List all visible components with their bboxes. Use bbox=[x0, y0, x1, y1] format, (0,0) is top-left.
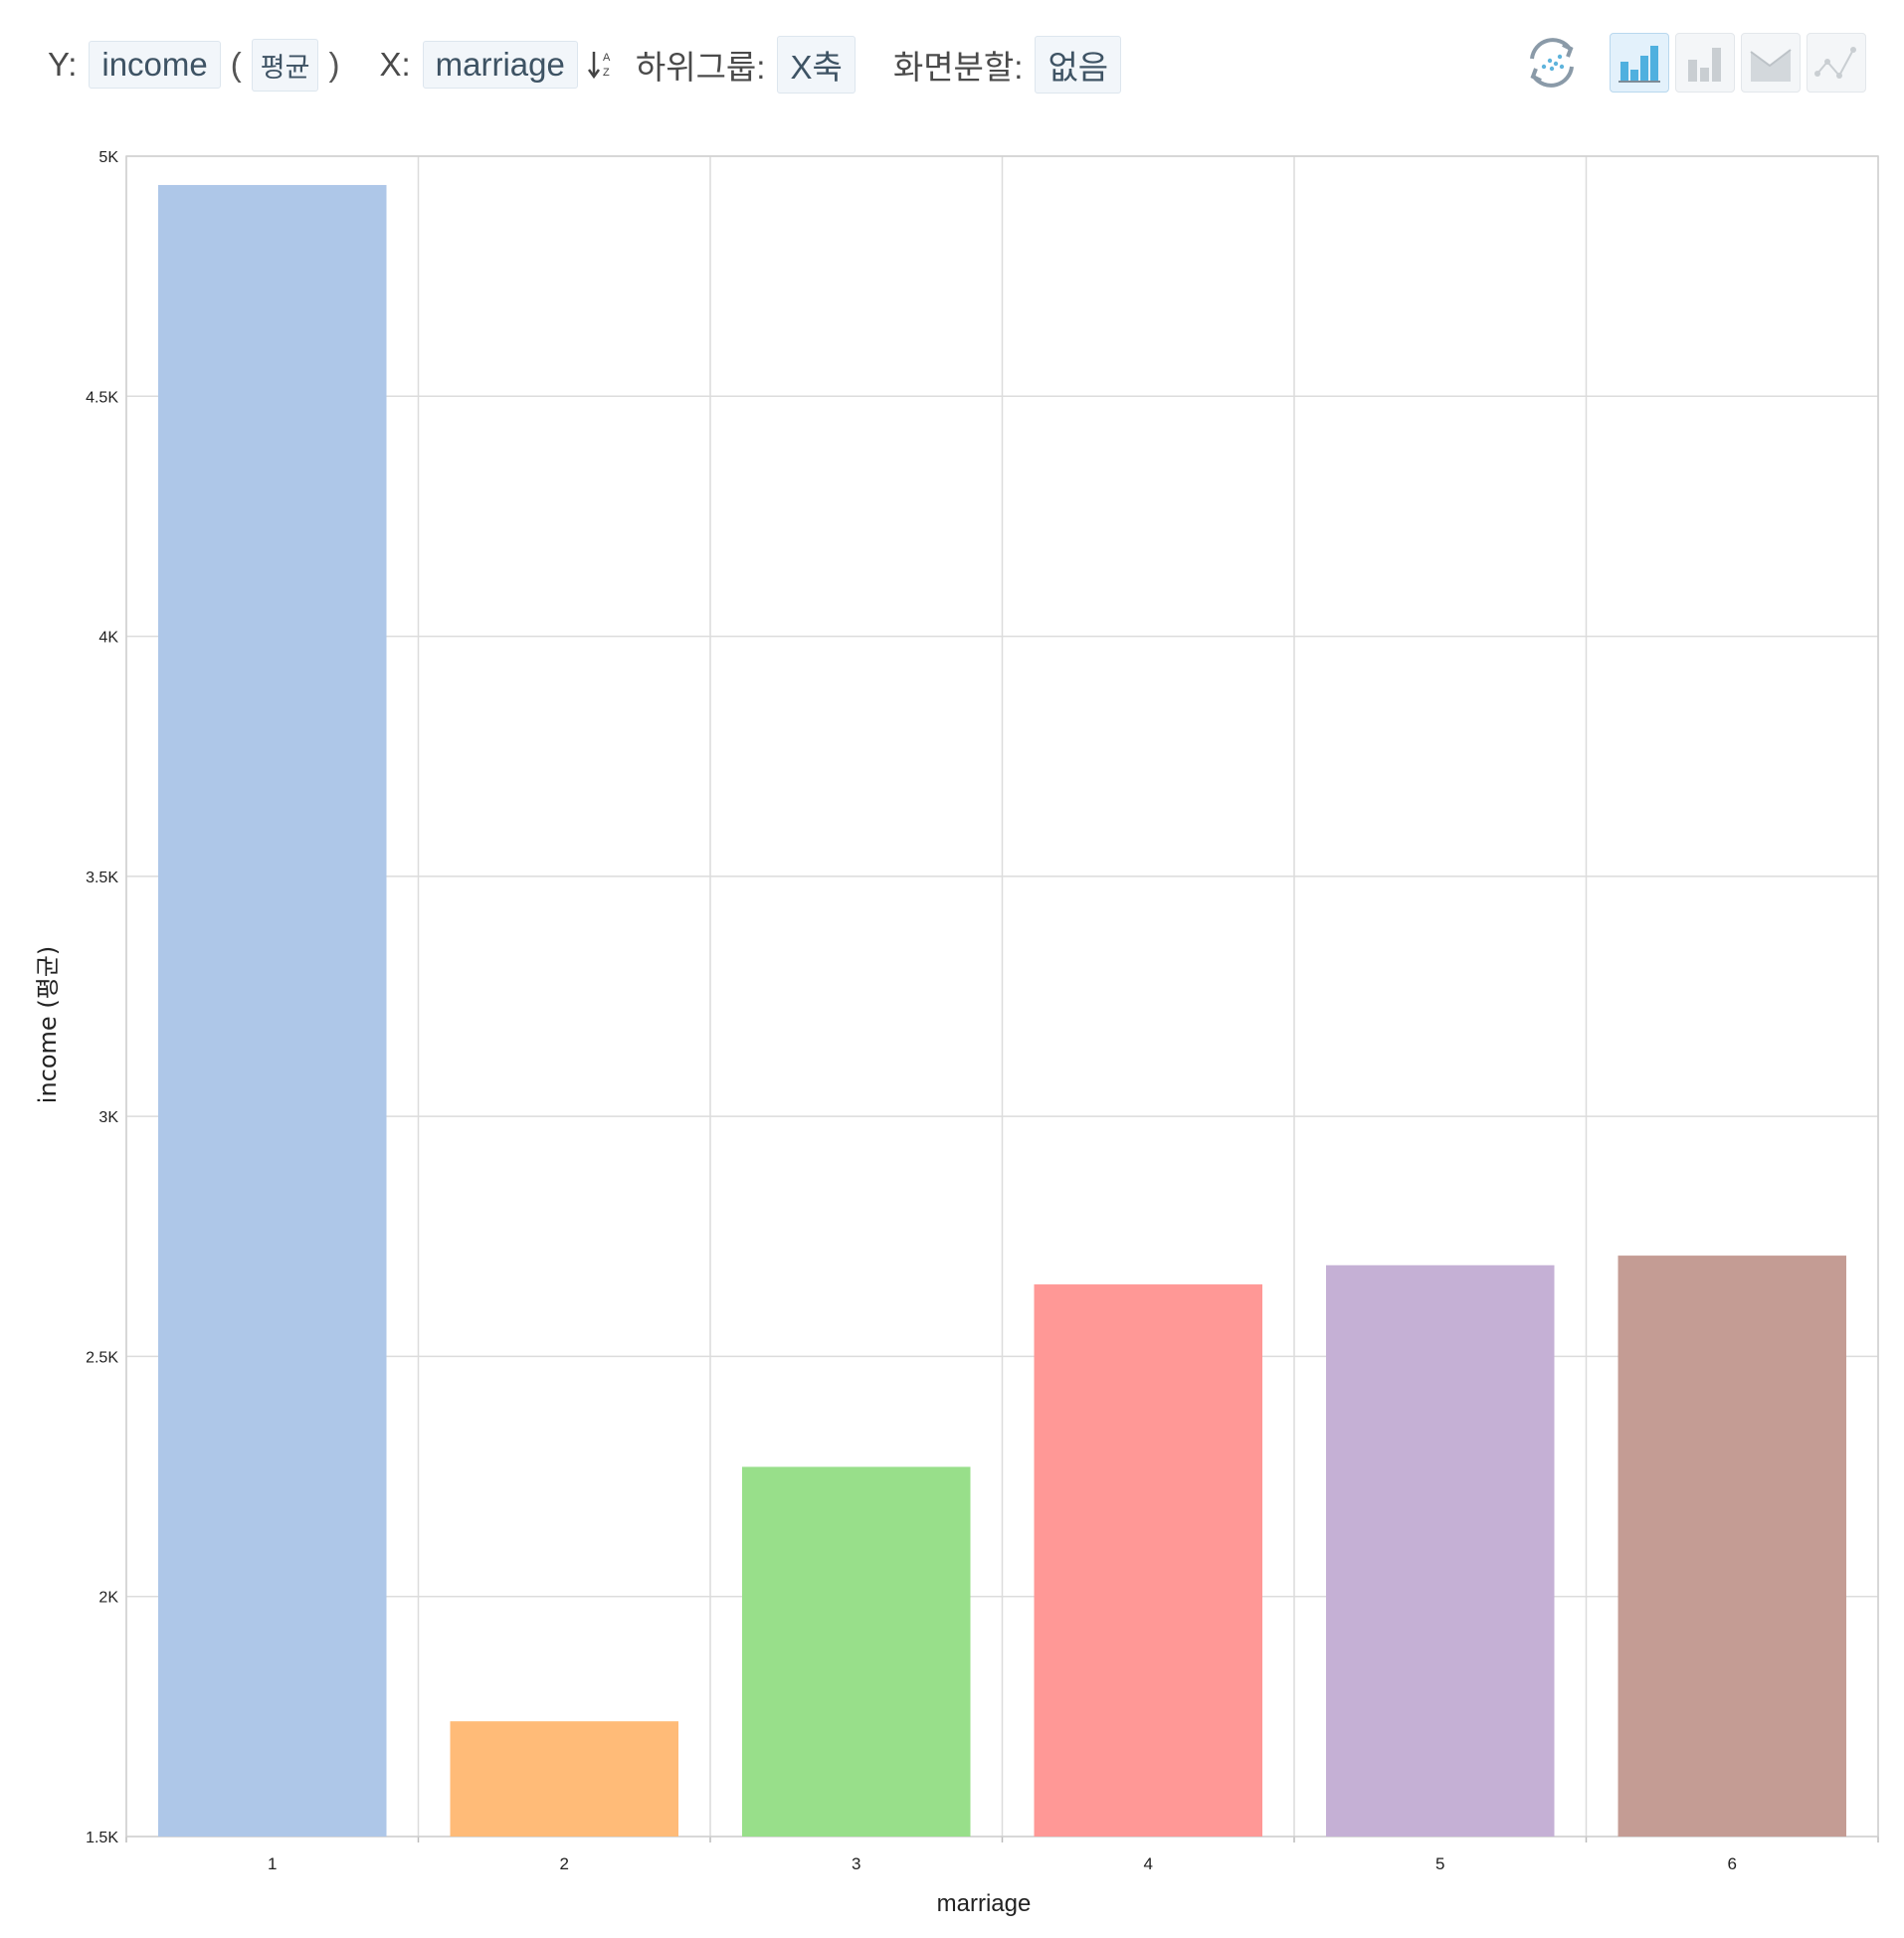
y-field-selector[interactable]: income bbox=[89, 41, 221, 89]
refresh-scatter-icon[interactable] bbox=[1522, 33, 1582, 93]
subgroup-label: 하위그룹: bbox=[635, 49, 766, 86]
y-tick-label: 5K bbox=[98, 149, 118, 166]
split-selector[interactable]: 없음 bbox=[1035, 36, 1122, 94]
y-tick-labels: 1.5K 2K 2.5K 3K 3.5K 4K 4.5K 5K bbox=[86, 149, 118, 1846]
x-tick-label: 4 bbox=[1144, 1854, 1153, 1873]
sort-az-icon[interactable]: A Z bbox=[587, 48, 614, 82]
plot-frame bbox=[125, 155, 1879, 1838]
y-tick-label: 4K bbox=[98, 630, 118, 647]
y-axis-title: income (평균) bbox=[34, 946, 62, 1103]
svg-text:Z: Z bbox=[603, 67, 610, 79]
x-tick-label: 1 bbox=[268, 1854, 277, 1873]
paren-open: ( bbox=[230, 46, 242, 83]
y-tick-label: 2K bbox=[98, 1590, 118, 1607]
bar-5[interactable] bbox=[1326, 1264, 1555, 1837]
y-tick-label: 4.5K bbox=[86, 389, 118, 406]
bar-4[interactable] bbox=[1034, 1284, 1263, 1837]
aggregate-selector[interactable]: 평균 bbox=[251, 38, 319, 92]
x-tick-label: 2 bbox=[560, 1854, 569, 1873]
y-tick-label: 2.5K bbox=[86, 1349, 118, 1366]
bar-6[interactable] bbox=[1618, 1256, 1847, 1837]
y-axis-label: Y: bbox=[48, 46, 78, 83]
area-chart-icon[interactable] bbox=[1741, 33, 1801, 93]
svg-text:A: A bbox=[603, 52, 611, 64]
x-tick-labels: 1 2 3 4 5 6 bbox=[268, 1854, 1737, 1873]
chart-type-bar bbox=[1522, 32, 1866, 94]
subgroup-selector[interactable]: X축 bbox=[777, 36, 856, 94]
x-axis-label: X: bbox=[379, 46, 411, 83]
x-tick-label: 6 bbox=[1728, 1854, 1737, 1873]
bar-1[interactable] bbox=[158, 184, 387, 1837]
x-axis-title: marriage bbox=[937, 1890, 1032, 1917]
chart-bars bbox=[158, 184, 1847, 1837]
x-field-selector[interactable]: marriage bbox=[422, 41, 578, 89]
split-label: 화면분할: bbox=[892, 49, 1024, 86]
bar-2[interactable] bbox=[450, 1721, 679, 1837]
bar-3[interactable] bbox=[742, 1466, 971, 1837]
x-tick-label: 5 bbox=[1435, 1854, 1444, 1873]
bar-chart-gray-icon[interactable] bbox=[1675, 33, 1735, 93]
y-tick-label: 3K bbox=[98, 1109, 118, 1126]
chart-grid bbox=[125, 155, 1879, 1842]
y-tick-label: 3.5K bbox=[86, 870, 118, 886]
bar-chart-icon[interactable] bbox=[1610, 33, 1669, 93]
paren-close: ) bbox=[328, 46, 340, 83]
line-chart-icon[interactable] bbox=[1807, 33, 1866, 93]
x-tick-label: 3 bbox=[852, 1854, 860, 1873]
chart-toolbar: Y: income ( 평균 ) X: marriage A Z 하위그룹: X… bbox=[44, 36, 1122, 94]
y-tick-label: 1.5K bbox=[86, 1830, 118, 1846]
